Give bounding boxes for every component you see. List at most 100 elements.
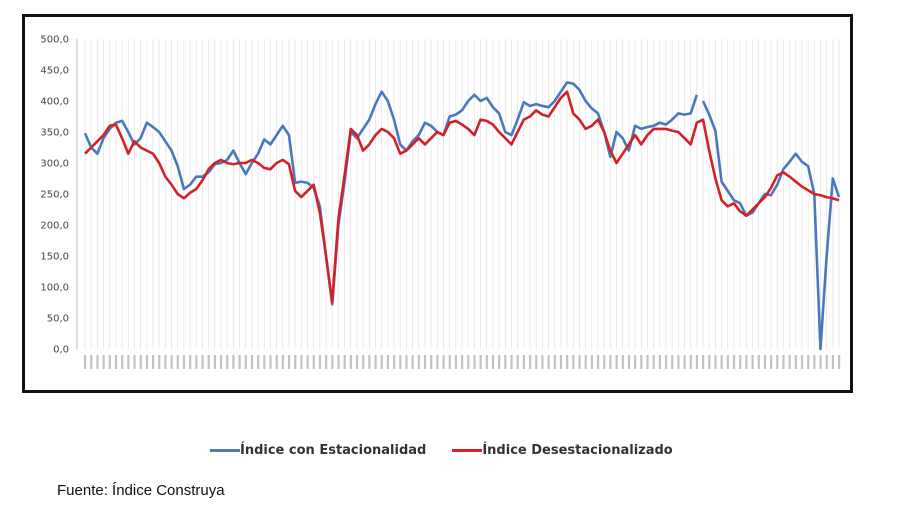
x-tick-marker — [485, 355, 488, 369]
x-tick-marker — [646, 355, 649, 369]
x-tick-marker — [337, 355, 340, 369]
y-tick-label: 300,0 — [40, 159, 69, 170]
x-tick-marker — [800, 355, 804, 369]
x-tick-marker — [306, 355, 309, 369]
x-tick-marker — [84, 355, 87, 369]
y-tick-label: 350,0 — [40, 128, 69, 139]
x-tick-marker — [745, 355, 748, 369]
x-tick-marker — [776, 355, 779, 369]
x-tick-marker — [201, 355, 204, 369]
x-tick-marker — [226, 355, 229, 369]
y-tick-label: 0,0 — [53, 345, 69, 356]
x-tick-marker — [207, 355, 210, 369]
x-tick-marker — [634, 355, 637, 369]
x-tick-marker — [362, 355, 365, 369]
x-tick-marker — [343, 355, 346, 369]
x-tick-marker — [96, 355, 99, 369]
x-tick-marker — [720, 355, 723, 369]
x-tick-marker — [751, 355, 754, 369]
x-tick-marker — [312, 355, 315, 369]
x-tick-marker — [627, 355, 631, 369]
x-tick-marker — [559, 355, 563, 369]
x-tick-marker — [516, 355, 519, 369]
x-tick-marker — [257, 355, 260, 369]
y-tick-label: 450,0 — [40, 66, 69, 77]
x-tick-marker — [825, 355, 828, 369]
x-tick-marker — [652, 355, 655, 369]
source-note: Fuente: Índice Construya — [57, 482, 225, 499]
x-tick-marker — [547, 355, 550, 369]
x-tick-marker — [430, 355, 433, 369]
x-tick-marker — [374, 355, 377, 369]
x-tick-marker — [689, 355, 692, 369]
series-line-desestacionalizado — [84, 90, 840, 304]
x-tick-marker — [213, 355, 216, 369]
x-tick-marker — [819, 355, 822, 369]
x-tick-marker — [621, 355, 624, 369]
x-tick-marker — [238, 355, 241, 369]
x-tick-marker — [269, 355, 272, 369]
x-tick-marker — [739, 355, 742, 369]
x-tick-marker — [349, 355, 352, 369]
x-tick-marker — [454, 355, 458, 369]
x-tick-marker — [250, 355, 254, 369]
x-tick-marker — [368, 355, 371, 369]
legend-swatch-red — [452, 448, 483, 452]
x-tick-marker — [528, 355, 532, 369]
x-tick-marker — [664, 355, 668, 369]
x-tick-marker — [788, 355, 791, 369]
x-tick-marker — [133, 355, 136, 369]
x-tick-marker — [399, 355, 402, 369]
x-tick-marker — [176, 355, 179, 369]
x-tick-marker — [158, 355, 161, 369]
x-tick-marker — [813, 355, 816, 369]
x-tick-marker — [380, 355, 383, 369]
x-tick-marker — [609, 355, 612, 369]
x-tick-marker — [640, 355, 643, 369]
legend-item-desestacionalizado: Índice Desestacionalizado — [452, 443, 673, 458]
x-tick-marker — [355, 355, 359, 369]
x-tick-marker — [782, 355, 785, 369]
line-chart: 500,0 450,0 400,0 350,0 300,0 250,0 200,0 150,0… — [40, 35, 841, 369]
x-tick-marker — [732, 355, 736, 369]
x-tick-marker — [300, 355, 303, 369]
x-tick-marker — [275, 355, 278, 369]
x-tick-marker — [578, 355, 581, 369]
y-tick-label: 400,0 — [40, 97, 69, 108]
x-tick-marker — [566, 355, 569, 369]
x-tick-marker — [615, 355, 618, 369]
x-tick-marker — [479, 355, 482, 369]
y-tick-label: 200,0 — [40, 221, 69, 232]
legend: Índice con Estacionalidad Índice Desesta… — [210, 440, 673, 460]
x-tick-marker — [770, 355, 773, 369]
x-tick-marker — [90, 355, 93, 369]
x-tick-marker — [442, 355, 445, 369]
legend-label-estacionalidad: Índice con Estacionalidad — [240, 442, 427, 458]
x-tick-marker — [671, 355, 674, 369]
x-tick-marker — [102, 355, 105, 369]
x-tick-marker — [831, 355, 835, 369]
x-tick-marker — [325, 355, 328, 369]
x-tick-marker — [658, 355, 661, 369]
x-tick-marker — [151, 355, 155, 369]
x-tick-marker — [405, 355, 408, 369]
x-tick-marker — [182, 355, 186, 369]
legend-swatch-blue — [210, 448, 240, 452]
x-tick-marker — [294, 355, 297, 369]
x-tick-marker — [683, 355, 686, 369]
x-tick-marker — [170, 355, 173, 369]
x-tick-marker — [467, 355, 470, 369]
x-tick-marker — [386, 355, 390, 369]
x-tick-marker — [510, 355, 513, 369]
y-tick-label: 100,0 — [40, 283, 69, 294]
x-tick-marker — [541, 355, 544, 369]
x-tick-marker — [121, 355, 124, 369]
x-tick-marker — [189, 355, 192, 369]
x-tick-marker — [590, 355, 593, 369]
x-tick-marker — [461, 355, 464, 369]
x-tick-marker — [584, 355, 587, 369]
x-tick-marker — [473, 355, 476, 369]
x-tick-marker — [708, 355, 711, 369]
x-tick-marker — [244, 355, 247, 369]
x-tick-marker — [491, 355, 495, 369]
